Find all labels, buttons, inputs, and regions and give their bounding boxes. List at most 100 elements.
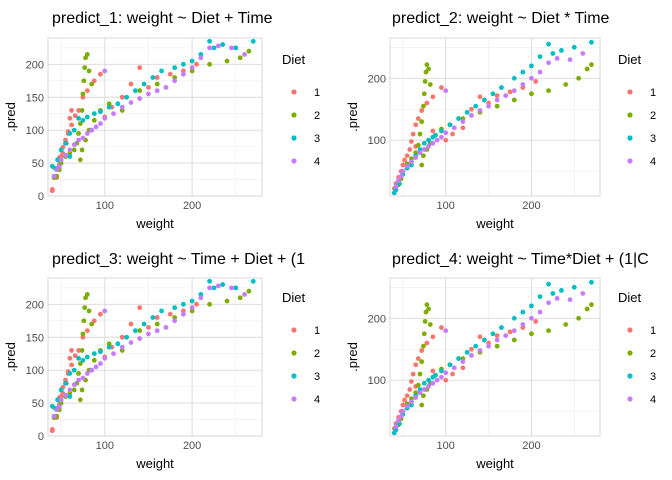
data-point-diet-1 [128,81,134,87]
data-point-diet-4 [477,348,483,353]
data-point-diet-2 [207,61,212,67]
data-point-diet-1 [91,318,97,324]
data-point-diet-2 [417,371,423,377]
data-point-diet-2 [494,343,500,349]
data-point-diet-2 [424,302,430,308]
data-point-diet-3 [159,308,164,314]
data-point-diet-4 [567,57,573,63]
legend-label-diet-3: 3 [650,371,656,383]
data-point-diet-1 [84,88,90,94]
data-point-diet-2 [81,318,87,324]
data-point-diet-1 [477,334,483,340]
data-point-diet-3 [207,38,212,44]
legend-key-diet-1 [291,89,297,95]
data-point-diet-1 [450,371,455,377]
data-point-diet-2 [76,131,81,136]
data-point-diet-2 [419,359,425,365]
data-point-diet-3 [91,351,97,357]
legend-key-diet-4 [291,158,297,164]
data-point-diet-3 [180,301,186,307]
y-tick-label: 50 [32,158,44,170]
data-point-diet-1 [154,315,160,320]
data-point-diet-2 [511,337,517,343]
data-point-diet-2 [86,308,92,314]
data-point-diet-4 [102,115,108,121]
x-tick-label: 100 [96,440,114,452]
data-point-diet-2 [421,331,427,337]
data-point-diet-4 [396,178,401,183]
data-point-diet-4 [430,140,436,146]
data-point-diet-3 [58,387,64,393]
data-point-diet-4 [520,322,526,327]
data-point-diet-1 [98,311,103,317]
data-point-diet-3 [233,45,239,51]
data-point-diet-4 [460,119,466,125]
data-point-diet-3 [426,137,431,143]
data-point-diet-2 [529,91,534,97]
data-point-diet-1 [469,106,474,112]
data-point-diet-2 [427,82,433,87]
data-point-diet-2 [563,322,569,327]
legend-key-diet-2 [627,350,633,356]
data-point-diet-1 [460,125,466,131]
data-point-diet-1 [415,356,421,361]
data-point-diet-3 [430,134,436,140]
data-point-diet-3 [63,140,68,146]
data-point-diet-2 [511,97,517,103]
data-point-diet-1 [76,108,81,113]
data-point-diet-1 [507,329,513,335]
legend-label-diet-3: 3 [314,371,320,383]
data-point-diet-4 [417,390,423,396]
data-point-diet-4 [409,159,414,165]
legend-label-diet-2: 2 [650,110,656,122]
data-point-diet-1 [69,362,74,368]
data-point-diet-2 [529,331,534,337]
data-point-diet-4 [137,336,143,341]
data-point-diet-1 [409,379,414,384]
data-point-diet-3 [537,54,543,59]
data-point-diet-1 [194,61,199,67]
data-point-diet-1 [424,340,430,346]
data-point-diet-1 [439,85,444,90]
data-point-diet-4 [503,333,509,339]
data-point-diet-4 [71,142,77,148]
data-point-diet-1 [180,68,186,74]
data-point-diet-3 [233,285,239,291]
data-point-diet-3 [189,58,195,64]
data-point-diet-4 [67,387,73,393]
data-point-diet-2 [589,62,594,68]
data-point-diet-4 [434,377,440,383]
data-point-diet-4 [76,377,81,383]
data-point-diet-1 [80,334,86,340]
data-point-diet-2 [421,153,426,159]
data-point-diet-1 [430,94,436,100]
data-point-diet-4 [393,184,399,190]
data-point-diet-3 [58,147,64,153]
data-point-diet-4 [56,403,62,409]
data-point-diet-1 [402,397,407,403]
x-axis-title: weight [475,456,514,471]
data-point-diet-4 [404,403,410,409]
data-point-diet-3 [124,94,130,100]
data-point-diet-4 [93,124,99,130]
data-point-diet-3 [106,344,112,350]
y-tick-label: 100 [368,375,386,387]
data-point-diet-4 [426,384,431,389]
legend-label-diet-1: 1 [314,325,320,337]
data-point-diet-3 [559,47,564,53]
data-point-diet-1 [443,137,449,143]
data-point-diet-4 [71,382,77,388]
x-tick-label: 200 [522,200,540,212]
data-point-diet-4 [460,359,466,365]
data-point-diet-2 [106,341,112,347]
data-point-diet-4 [580,291,586,296]
data-point-diet-4 [421,147,427,152]
data-point-diet-1 [407,147,413,152]
data-point-diet-3 [189,298,195,304]
data-point-diet-4 [413,395,419,400]
data-point-diet-4 [198,55,204,61]
legend-label-diet-1: 1 [650,87,656,99]
data-point-diet-4 [486,103,491,109]
data-point-diet-3 [198,52,204,57]
data-point-diet-2 [79,108,85,113]
